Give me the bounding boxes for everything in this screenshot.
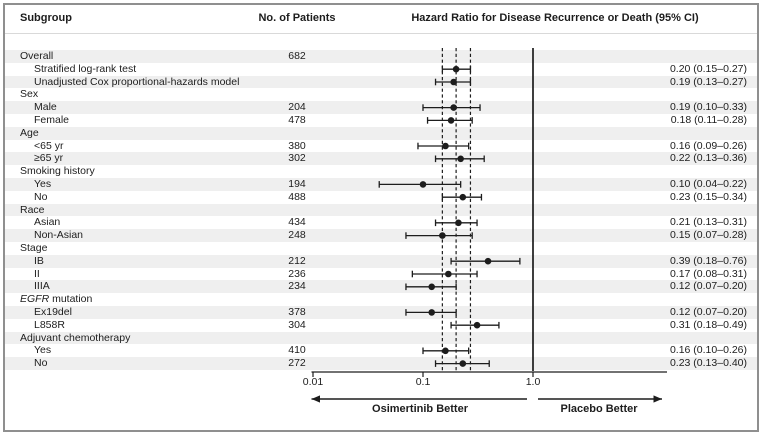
subgroup-label: Unadjusted Cox proportional-hazards mode… — [34, 75, 240, 88]
x-axis-tick-label: 0.1 — [415, 376, 431, 388]
left-arrow — [311, 395, 527, 403]
subgroup-label: Race — [20, 203, 45, 216]
subgroup-row: Adjuvant chemotherapy — [5, 331, 757, 345]
subgroup-table: Overall 682 Stratified log-rank test 0.20 (… — [5, 50, 757, 370]
patients-count: 478 — [288, 113, 306, 126]
subgroup-row: Age — [5, 126, 757, 140]
subgroup-label: ≥65 yr — [34, 152, 64, 165]
right-arrow-head — [653, 395, 662, 403]
subgroup-label: IIIA — [34, 280, 50, 293]
header-divider — [5, 33, 757, 34]
subgroup-row: Stage — [5, 242, 757, 255]
patients-count: 194 — [288, 177, 306, 190]
subgroup-label: EGFR mutation — [20, 293, 93, 306]
patients-count: 236 — [288, 267, 306, 280]
hr-ci-value: 0.22 (0.13–0.36) — [669, 152, 747, 165]
subgroup-label: Yes — [34, 177, 52, 190]
subgroup-row: Male 204 0.19 (0.10–0.33) — [5, 101, 757, 114]
subgroup-label: Yes — [34, 344, 52, 357]
right-arrow — [538, 395, 662, 403]
patients-count: 272 — [288, 357, 306, 370]
subgroup-label: Age — [20, 126, 39, 139]
subgroup-row: Smoking history — [5, 165, 757, 178]
subgroup-row: Non-Asian 248 0.15 (0.07–0.28) — [5, 229, 757, 242]
patients-count: 212 — [288, 254, 306, 267]
hr-ci-value: 0.16 (0.10–0.26) — [669, 344, 747, 357]
subgroup-label: <65 yr — [34, 139, 64, 152]
hr-ci-value: 0.23 (0.15–0.34) — [669, 190, 747, 203]
subgroup-row: Sex — [5, 88, 757, 101]
hr-ci-value: 0.31 (0.18–0.49) — [669, 318, 747, 331]
hr-ci-value: 0.23 (0.13–0.40) — [669, 357, 747, 370]
patients-count: 682 — [288, 50, 306, 62]
column-header-subgroup: Subgroup — [20, 12, 72, 24]
hr-ci-value: 0.19 (0.10–0.33) — [669, 101, 747, 114]
subgroup-label: No — [34, 357, 48, 370]
subgroup-label: Adjuvant chemotherapy — [20, 331, 131, 344]
subgroup-row: No 488 0.23 (0.15–0.34) — [5, 191, 757, 204]
patients-count: 410 — [288, 344, 306, 357]
column-header-hazard-ratio: Hazard Ratio for Disease Recurrence or D… — [411, 12, 699, 24]
subgroup-row: EGFR mutation — [5, 293, 757, 306]
subgroup-label: Asian — [34, 216, 61, 229]
subgroup-row: Overall 682 — [5, 50, 757, 63]
hr-ci-value: 0.15 (0.07–0.28) — [669, 229, 747, 242]
patients-count: 234 — [288, 280, 306, 293]
hr-ci-value: 0.12 (0.07–0.20) — [669, 305, 747, 318]
hr-ci-value: 0.17 (0.08–0.31) — [669, 267, 747, 280]
subgroup-row: Ex19del 378 0.12 (0.07–0.20) — [5, 305, 757, 319]
subgroup-row: Yes 410 0.16 (0.10–0.26) — [5, 344, 757, 357]
subgroup-label: Female — [34, 113, 70, 126]
subgroup-label: IB — [34, 254, 44, 267]
hr-ci-value: 0.39 (0.18–0.76) — [669, 254, 747, 267]
x-axis-tick-label: 0.01 — [302, 376, 324, 388]
subgroup-label: L858R — [34, 318, 65, 331]
patients-count: 380 — [288, 139, 306, 152]
patients-count: 434 — [288, 216, 306, 229]
patients-count: 488 — [288, 190, 306, 203]
subgroup-row: Yes 194 0.10 (0.04–0.22) — [5, 177, 757, 191]
subgroup-row: Female 478 0.18 (0.11–0.28) — [5, 114, 757, 127]
subgroup-label: Stratified log-rank test — [34, 62, 137, 75]
subgroup-label: II — [34, 267, 40, 280]
left-arrow-head — [311, 395, 320, 403]
patients-count: 378 — [288, 305, 306, 318]
subgroup-label: Non-Asian — [34, 229, 84, 242]
subgroup-row: Stratified log-rank test 0.20 (0.15–0.27) — [5, 63, 757, 76]
patients-count: 204 — [288, 101, 306, 114]
subgroup-row: No 272 0.23 (0.13–0.40) — [5, 357, 757, 370]
hr-ci-value: 0.19 (0.13–0.27) — [669, 75, 747, 88]
subgroup-row: Race — [5, 203, 757, 217]
subgroup-label: Overall — [20, 50, 54, 62]
hr-ci-value: 0.10 (0.04–0.22) — [669, 177, 747, 190]
subgroup-row: II 236 0.17 (0.08–0.31) — [5, 268, 757, 281]
subgroup-label: Male — [34, 101, 57, 114]
subgroup-label: Ex19del — [34, 305, 72, 318]
patients-count: 248 — [288, 229, 306, 242]
hr-ci-value: 0.20 (0.15–0.27) — [669, 62, 747, 75]
x-axis-tick-label: 1.0 — [525, 376, 541, 388]
subgroup-row: <65 yr 380 0.16 (0.09–0.26) — [5, 140, 757, 153]
subgroup-label: Stage — [20, 241, 48, 254]
patients-count: 304 — [288, 318, 306, 331]
osimertinib-better-label: Osimertinib Better — [372, 403, 468, 415]
subgroup-row: Asian 434 0.21 (0.13–0.31) — [5, 216, 757, 229]
subgroup-label: Smoking history — [20, 165, 95, 178]
subgroup-row: ≥65 yr 302 0.22 (0.13–0.36) — [5, 152, 757, 166]
column-header-patients: No. of Patients — [258, 12, 336, 24]
patients-count: 302 — [288, 152, 306, 165]
hr-ci-value: 0.12 (0.07–0.20) — [669, 280, 747, 293]
subgroup-row: Unadjusted Cox proportional-hazards mode… — [5, 75, 757, 89]
hr-ci-value: 0.21 (0.13–0.31) — [669, 216, 747, 229]
placebo-better-label: Placebo Better — [560, 403, 638, 415]
subgroup-label: Sex — [20, 88, 39, 101]
subgroup-row: L858R 304 0.31 (0.18–0.49) — [5, 319, 757, 332]
subgroup-row: IB 212 0.39 (0.18–0.76) — [5, 254, 757, 268]
subgroup-row: IIIA 234 0.12 (0.07–0.20) — [5, 280, 757, 294]
subgroup-label: No — [34, 190, 48, 203]
hr-ci-value: 0.18 (0.11–0.28) — [670, 113, 747, 126]
hr-ci-value: 0.16 (0.09–0.26) — [669, 139, 747, 152]
